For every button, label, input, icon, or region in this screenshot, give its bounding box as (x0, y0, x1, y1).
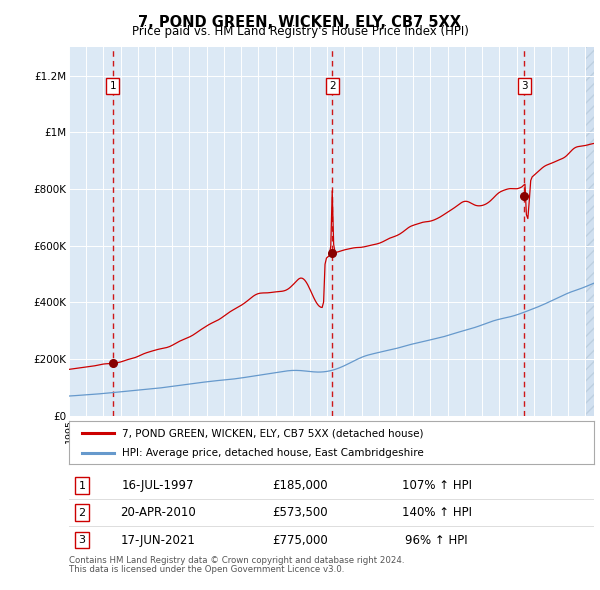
Text: 107% ↑ HPI: 107% ↑ HPI (401, 479, 472, 492)
Text: 2: 2 (329, 81, 335, 91)
Text: 7, POND GREEN, WICKEN, ELY, CB7 5XX: 7, POND GREEN, WICKEN, ELY, CB7 5XX (139, 15, 461, 30)
Text: 17-JUN-2021: 17-JUN-2021 (121, 533, 196, 546)
Text: 1: 1 (79, 481, 86, 490)
Text: 3: 3 (79, 535, 86, 545)
Text: 2: 2 (79, 508, 86, 518)
Text: £185,000: £185,000 (272, 479, 328, 492)
Text: 20-APR-2010: 20-APR-2010 (121, 506, 196, 519)
Text: £573,500: £573,500 (272, 506, 328, 519)
Text: 7, POND GREEN, WICKEN, ELY, CB7 5XX (detached house): 7, POND GREEN, WICKEN, ELY, CB7 5XX (det… (121, 428, 423, 438)
Text: This data is licensed under the Open Government Licence v3.0.: This data is licensed under the Open Gov… (69, 565, 344, 574)
Text: 3: 3 (521, 81, 528, 91)
Text: Contains HM Land Registry data © Crown copyright and database right 2024.: Contains HM Land Registry data © Crown c… (69, 556, 404, 565)
Bar (586, 47, 594, 416)
Text: 1: 1 (109, 81, 116, 91)
Text: Price paid vs. HM Land Registry's House Price Index (HPI): Price paid vs. HM Land Registry's House … (131, 25, 469, 38)
Text: 140% ↑ HPI: 140% ↑ HPI (401, 506, 472, 519)
Text: £775,000: £775,000 (272, 533, 328, 546)
Text: HPI: Average price, detached house, East Cambridgeshire: HPI: Average price, detached house, East… (121, 448, 423, 458)
Text: 16-JUL-1997: 16-JUL-1997 (122, 479, 194, 492)
Text: 96% ↑ HPI: 96% ↑ HPI (405, 533, 468, 546)
